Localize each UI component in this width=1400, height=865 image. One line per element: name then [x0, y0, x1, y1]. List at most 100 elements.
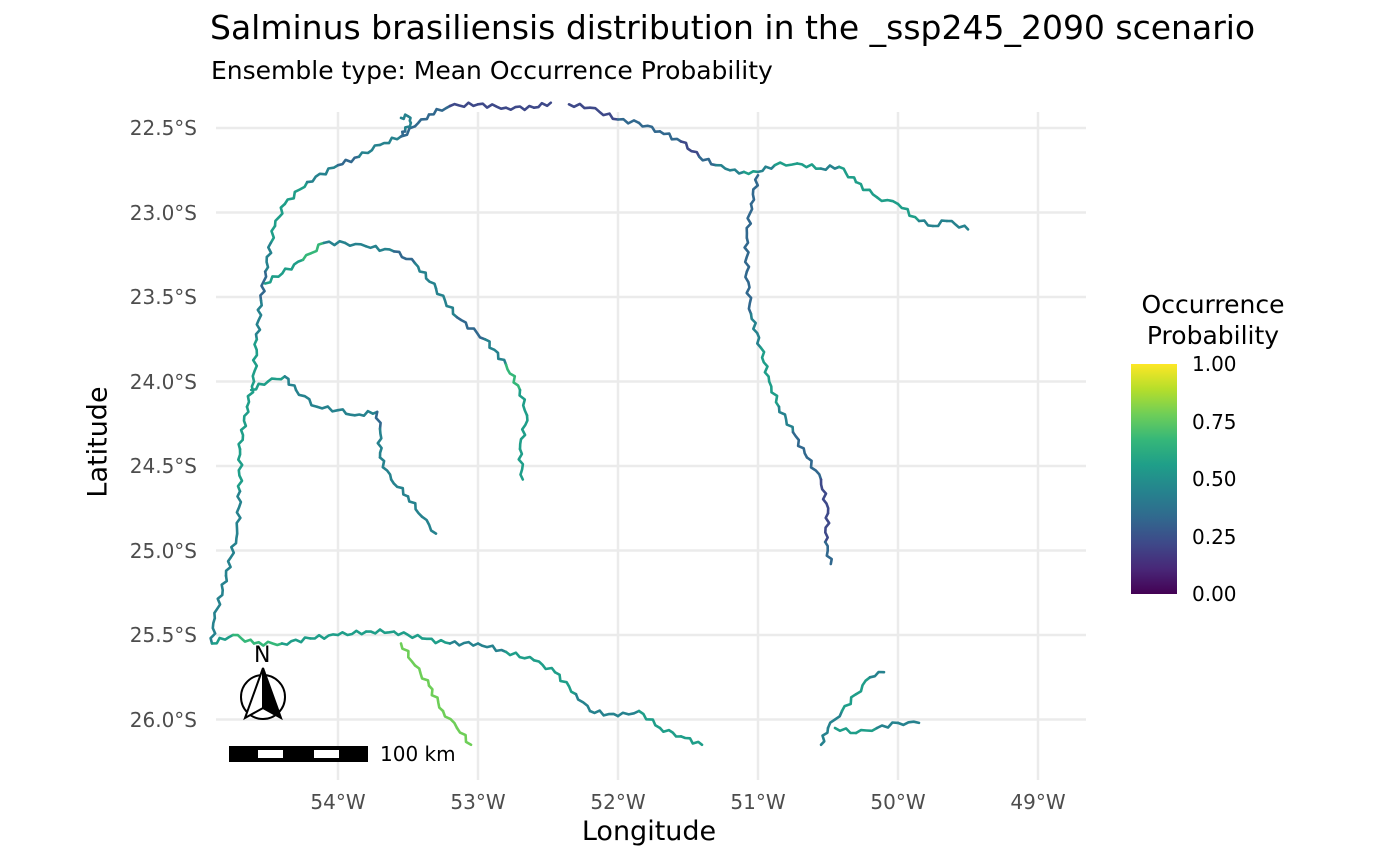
river-segment [745, 202, 754, 240]
river [209, 241, 273, 645]
river-segment [322, 239, 347, 247]
river-segment [427, 684, 445, 713]
river-segment [413, 261, 438, 290]
river-segment [791, 430, 809, 459]
y-tick-label: 26.0°S [129, 707, 197, 732]
river-segment [294, 388, 319, 409]
river-segment [854, 726, 879, 735]
river-segment [420, 515, 438, 535]
river-segment [448, 640, 480, 647]
river [833, 720, 921, 735]
river-segment [399, 642, 417, 667]
legend-tick-label: 0.75 [1192, 409, 1237, 434]
x-tick-label: 54°W [310, 790, 366, 814]
y-tick-label: 24.5°S [129, 454, 197, 478]
river-segment [823, 540, 833, 566]
river-segment [875, 721, 900, 730]
river-segment [236, 447, 244, 493]
river-segment [364, 628, 396, 635]
river-segment [224, 532, 239, 578]
river [427, 101, 553, 116]
river-segment [518, 414, 529, 451]
river-segment [455, 726, 473, 747]
river-segment [896, 202, 921, 223]
x-tick-label: 51°W [730, 790, 786, 814]
x-tick-label: 50°W [870, 790, 926, 814]
legend-tick-label: 0.50 [1192, 467, 1237, 491]
river-segment [637, 709, 662, 730]
river-segment [392, 630, 424, 640]
river [269, 113, 431, 245]
river-segment [441, 709, 459, 730]
river-segment [209, 616, 217, 645]
river-segment [301, 241, 326, 262]
river-segment [378, 135, 403, 147]
y-tick-label: 22.5°S [129, 116, 197, 140]
river-segment [427, 104, 452, 116]
y-tick-label: 23.0°S [129, 200, 197, 225]
river-segment [483, 338, 508, 366]
river-segment [305, 163, 340, 184]
north-arrow-icon [240, 667, 286, 721]
river-segment [413, 664, 431, 687]
river-segment [854, 180, 879, 199]
river-segment [263, 258, 305, 285]
river-segment [357, 143, 382, 158]
y-tick-label: 25.5°S [129, 623, 197, 647]
river-segment [399, 130, 407, 138]
river-segment [504, 104, 536, 112]
river-segment [833, 726, 858, 735]
river-segment [532, 659, 557, 674]
river-segment [273, 202, 287, 228]
river [263, 239, 529, 481]
river-network [209, 101, 970, 747]
river-segment [744, 270, 753, 316]
river-segment [749, 174, 760, 206]
river [931, 219, 970, 231]
legend-title: Occurrence Probability [1142, 289, 1285, 351]
river-segment [749, 312, 763, 349]
river-segment [819, 478, 830, 515]
river-segment [532, 101, 553, 109]
river-segment [389, 478, 410, 498]
river-segment [263, 241, 273, 273]
river-segment [406, 495, 424, 518]
river-segment [455, 316, 487, 341]
river-segment [896, 720, 921, 727]
river-segment [759, 346, 771, 383]
river-segment [504, 650, 536, 662]
river [819, 164, 935, 228]
river-segment [574, 692, 592, 713]
river-segment [728, 168, 746, 175]
river-segment [819, 164, 841, 172]
x-tick-label: 53°W [450, 790, 506, 814]
river-segment [945, 219, 970, 231]
river-segment [280, 636, 312, 646]
river-segment [679, 140, 701, 158]
river-segment [931, 219, 949, 228]
river-segment [679, 735, 704, 747]
river-segment [567, 102, 592, 110]
river-segment [251, 338, 259, 383]
river-segment [448, 101, 480, 109]
river-segment [868, 670, 886, 679]
north-arrow-label: N [254, 643, 271, 668]
river-segment [616, 117, 641, 125]
river-segment [403, 121, 413, 133]
legend-tick-label: 0.25 [1192, 524, 1237, 549]
map-grid [216, 112, 1086, 780]
river [743, 174, 833, 566]
river-segment [917, 219, 935, 228]
river-segment [795, 162, 823, 170]
y-axis-title: Latitude [82, 386, 114, 498]
river-segment [588, 709, 620, 718]
river-segment [237, 405, 250, 451]
river-segment [283, 375, 298, 392]
river-segment [283, 180, 309, 206]
river-segment [658, 130, 683, 143]
river-segment [399, 113, 410, 121]
map-subtitle: Ensemble type: Mean Occurrence Probabili… [211, 56, 773, 85]
river-segment [235, 490, 243, 535]
river-segment [854, 676, 872, 696]
